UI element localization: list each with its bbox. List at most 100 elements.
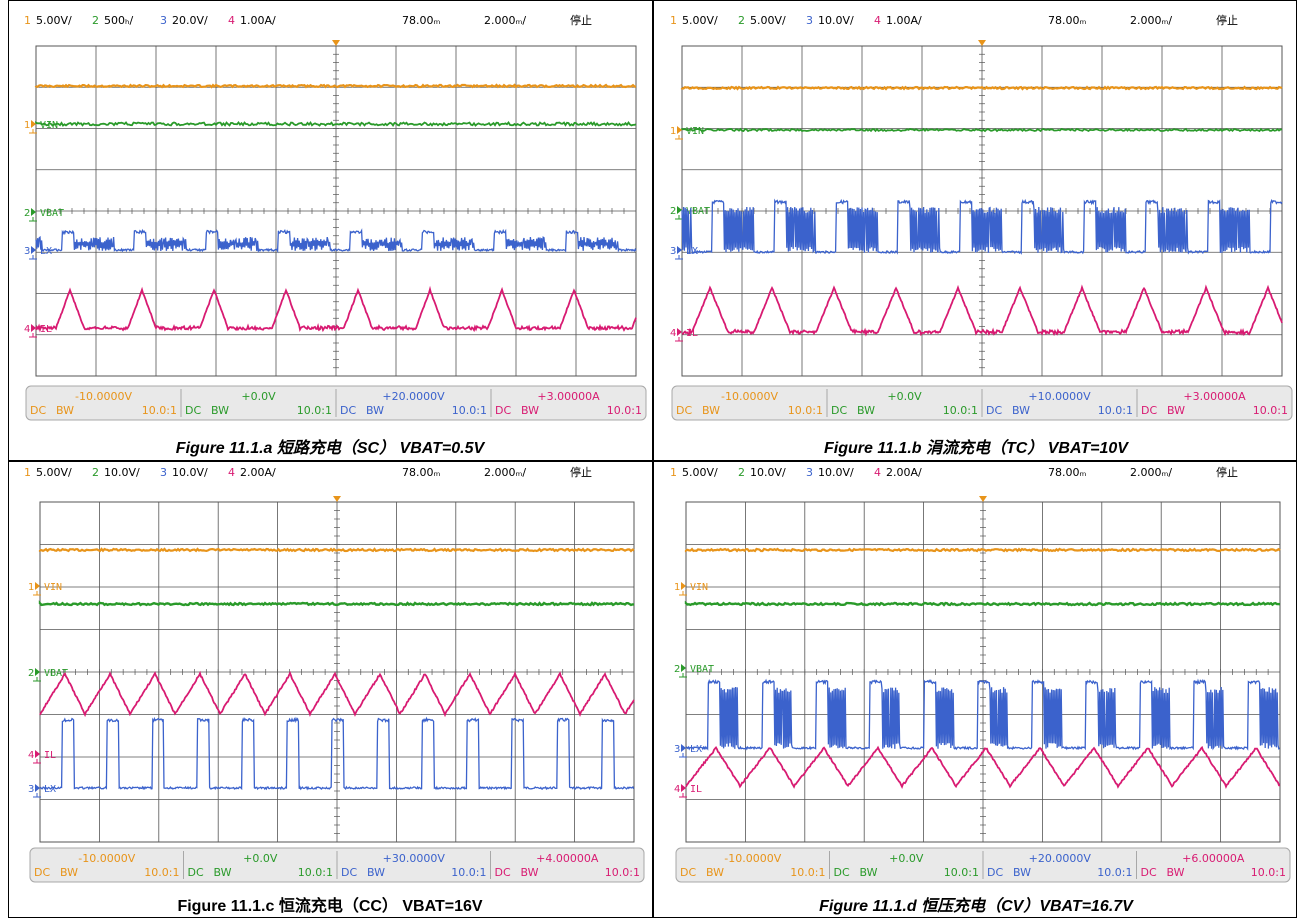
ch4-scale: 1.00A/: [886, 14, 922, 27]
ch3-number: 3: [160, 466, 167, 479]
ground-arrow-icon: [681, 784, 686, 792]
ch2-ground-marker: 2: [670, 206, 683, 220]
channel-number: 1: [28, 582, 34, 593]
ch1-ground-marker: 1: [670, 126, 683, 140]
ground-arrow-icon: [31, 324, 36, 332]
channel-coupling: DC: [495, 404, 511, 417]
channel-bandwidth-limit: BW: [1167, 866, 1185, 879]
channel-number: 4: [670, 328, 676, 339]
channel-number: 3: [674, 744, 680, 755]
graticule: [681, 40, 1283, 377]
channel-offset: +10.0000V: [1028, 390, 1091, 403]
graticule: [39, 496, 635, 843]
channel-info-bar: -10.0000V DC BW 10.0:1 +0.0V DC BW 10.0:1 +30.00…: [29, 847, 645, 883]
ch4-number: 4: [228, 466, 235, 479]
ground-arrow-icon: [31, 246, 36, 254]
acquisition-status: 停止: [570, 465, 592, 479]
time-scale: 2.000ₘ/: [484, 14, 526, 27]
figure-caption: Figure 11.1.a 短路充电（SC） VBAT=0.5V: [175, 440, 485, 457]
ch4-scale: 1.00A/: [240, 14, 276, 27]
channel-coupling: DC: [30, 404, 46, 417]
channel-offset: +20.0000V: [1029, 852, 1092, 865]
lx-trace: [681, 198, 1283, 255]
oscilloscope-screen-cv: 1 5.00V/2 10.0V/3 10.0V/4 2.00A/78.00ₘ 2.000ₘ…: [670, 465, 1291, 883]
channel-number: 1: [670, 126, 676, 137]
ch3-ground-marker: 3: [670, 246, 683, 260]
channel-bandwidth-limit: BW: [521, 866, 539, 879]
channel-number: 1: [24, 120, 30, 131]
ch1-number: 1: [670, 466, 677, 479]
channel-probe-ratio: 10.0:1: [1253, 404, 1288, 417]
vbat-label: VBAT: [686, 206, 710, 217]
channel-offset: +4.00000A: [536, 852, 599, 865]
channel-bandwidth-limit: BW: [521, 404, 539, 417]
channel-probe-ratio: 10.0:1: [142, 404, 177, 417]
ground-arrow-icon: [681, 664, 686, 672]
channel-offset: +0.0V: [241, 390, 276, 403]
channel-coupling: DC: [341, 866, 357, 879]
channel-bandwidth-limit: BW: [857, 404, 875, 417]
oscilloscope-screen-cc: 1 5.00V/2 10.0V/3 10.0V/4 2.00A/78.00ₘ 2.000ₘ…: [24, 465, 645, 883]
time-position: 78.00ₘ: [402, 14, 440, 27]
ch2-number: 2: [738, 14, 745, 27]
channel-bandwidth-limit: BW: [1012, 404, 1030, 417]
ground-arrow-icon: [35, 668, 40, 676]
ch1-scale: 5.00V/: [682, 466, 718, 479]
channel-coupling: DC: [1141, 866, 1157, 879]
channel-probe-ratio: 10.0:1: [607, 404, 642, 417]
il-trace: [681, 284, 1283, 337]
acquisition-status: 停止: [1216, 13, 1238, 27]
ch4-scale: 2.00A/: [240, 466, 276, 479]
channel-bandwidth-limit: BW: [367, 866, 385, 879]
ch2-ground-marker: 2: [674, 664, 687, 678]
il-label: IL: [40, 324, 52, 335]
graticule: [685, 496, 1281, 843]
table-divider-horizontal: [8, 460, 1297, 462]
scope-header: 1 5.00V/2 10.0V/3 10.0V/4 2.00A/78.00ₘ 2.000ₘ…: [670, 465, 1238, 479]
ground-arrow-icon: [677, 206, 682, 214]
channel-bandwidth-limit: BW: [706, 866, 724, 879]
channel-probe-ratio: 10.0:1: [451, 866, 486, 879]
channel-bandwidth-limit: BW: [211, 404, 229, 417]
channel-offset: +0.0V: [889, 852, 924, 865]
ch3-scale: 10.0V/: [172, 466, 208, 479]
channel-number: 2: [28, 668, 34, 679]
scope-panel-cc: 1 5.00V/2 10.0V/3 10.0V/4 2.00A/78.00ₘ 2.000ₘ…: [10, 462, 650, 918]
ch3-ground-marker: 3: [24, 246, 37, 260]
channel-probe-ratio: 10.0:1: [1251, 866, 1286, 879]
channel-probe-ratio: 10.0:1: [788, 404, 823, 417]
channel-probe-ratio: 10.0:1: [790, 866, 825, 879]
channel-probe-ratio: 10.0:1: [1097, 866, 1132, 879]
oscilloscope-screen-tc: 1 5.00V/2 5.00V/3 10.0V/4 1.00A/78.00ₘ 2.000ₘ…: [670, 13, 1293, 421]
channel-offset: -10.0000V: [721, 390, 778, 403]
channel-number: 2: [674, 664, 680, 675]
channel-probe-ratio: 10.0:1: [943, 404, 978, 417]
ch2-scale: 5.00V/: [750, 14, 786, 27]
lx-label: LX: [40, 246, 52, 257]
il-trace: [35, 285, 637, 333]
channel-info-bar: -10.0000V DC BW 10.0:1 +0.0V DC BW 10.0:1 +20.00…: [25, 385, 647, 421]
ch3-number: 3: [806, 14, 813, 27]
channel-coupling: DC: [986, 404, 1002, 417]
channel-number: 4: [28, 750, 34, 761]
ground-arrow-icon: [35, 784, 40, 792]
channel-probe-ratio: 10.0:1: [944, 866, 979, 879]
ground-arrow-icon: [677, 328, 682, 336]
channel-bandwidth-limit: BW: [60, 866, 78, 879]
ch3-scale: 20.0V/: [172, 14, 208, 27]
scope-panel-tc: 1 5.00V/2 5.00V/3 10.0V/4 1.00A/78.00ₘ 2.000ₘ…: [656, 10, 1296, 460]
ch3-ground-marker: 3: [674, 744, 687, 758]
channel-probe-ratio: 10.0:1: [144, 866, 179, 879]
channel-offset: +30.0000V: [383, 852, 446, 865]
channel-number: 3: [28, 784, 34, 795]
vin-trace: [681, 127, 1282, 133]
ch2-number: 2: [92, 14, 99, 27]
ch1-scale: 5.00V/: [36, 466, 72, 479]
ch3-scale: 10.0V/: [818, 14, 854, 27]
lx-trace: [35, 228, 637, 254]
channel-offset: -10.0000V: [75, 390, 132, 403]
ch1-trace: [680, 85, 1283, 91]
channel-number: 3: [24, 246, 30, 257]
vin-label: VIN: [40, 120, 58, 131]
il-trace: [39, 670, 635, 718]
